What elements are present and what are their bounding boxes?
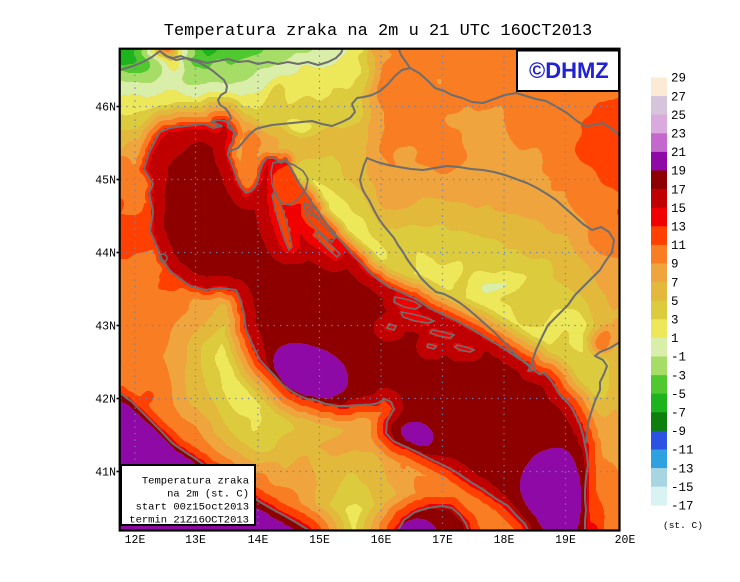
svg-text:7: 7 xyxy=(671,276,679,290)
svg-text:start 00z15oct2013: start 00z15oct2013 xyxy=(136,502,249,514)
svg-text:©DHMZ: ©DHMZ xyxy=(529,58,609,83)
svg-text:45N: 45N xyxy=(95,175,116,188)
svg-text:-17: -17 xyxy=(671,500,694,514)
svg-text:na 2m (st. C): na 2m (st. C) xyxy=(167,489,249,501)
svg-text:21: 21 xyxy=(671,146,686,160)
svg-text:-3: -3 xyxy=(671,369,686,383)
svg-text:44N: 44N xyxy=(95,248,116,261)
svg-text:5: 5 xyxy=(671,295,679,309)
svg-text:-13: -13 xyxy=(671,462,694,476)
svg-text:-7: -7 xyxy=(671,407,686,421)
svg-text:(st. C): (st. C) xyxy=(663,520,703,531)
svg-text:27: 27 xyxy=(671,90,686,104)
svg-text:19: 19 xyxy=(671,165,686,179)
svg-text:Temperatura zraka: Temperatura zraka xyxy=(142,476,249,488)
svg-text:13E: 13E xyxy=(185,534,206,547)
svg-text:20E: 20E xyxy=(615,534,636,547)
svg-text:3: 3 xyxy=(671,314,679,328)
svg-text:12E: 12E xyxy=(125,534,146,547)
svg-text:23: 23 xyxy=(671,128,686,142)
svg-text:Temperatura zraka na 2m u 21 U: Temperatura zraka na 2m u 21 UTC 16OCT20… xyxy=(164,22,592,41)
svg-text:25: 25 xyxy=(671,109,686,123)
svg-text:15: 15 xyxy=(671,202,686,216)
svg-text:29: 29 xyxy=(671,72,686,86)
svg-text:13: 13 xyxy=(671,221,686,235)
svg-text:termin 21Z16OCT2013: termin 21Z16OCT2013 xyxy=(129,515,249,527)
svg-text:43N: 43N xyxy=(95,321,116,334)
svg-text:11: 11 xyxy=(671,239,686,253)
svg-text:1: 1 xyxy=(671,332,679,346)
svg-text:14E: 14E xyxy=(248,534,269,547)
svg-text:16E: 16E xyxy=(371,534,392,547)
svg-text:41N: 41N xyxy=(95,467,116,480)
svg-text:15E: 15E xyxy=(309,534,330,547)
svg-text:42N: 42N xyxy=(95,394,116,407)
svg-text:17: 17 xyxy=(671,183,686,197)
svg-text:17E: 17E xyxy=(432,534,453,547)
svg-text:-11: -11 xyxy=(671,444,694,458)
svg-text:19E: 19E xyxy=(555,534,576,547)
svg-text:-9: -9 xyxy=(671,425,686,439)
svg-text:-15: -15 xyxy=(671,481,694,495)
svg-text:-5: -5 xyxy=(671,388,686,402)
svg-text:9: 9 xyxy=(671,258,679,272)
svg-text:-1: -1 xyxy=(671,351,686,365)
svg-text:18E: 18E xyxy=(494,534,515,547)
svg-text:46N: 46N xyxy=(95,102,116,115)
